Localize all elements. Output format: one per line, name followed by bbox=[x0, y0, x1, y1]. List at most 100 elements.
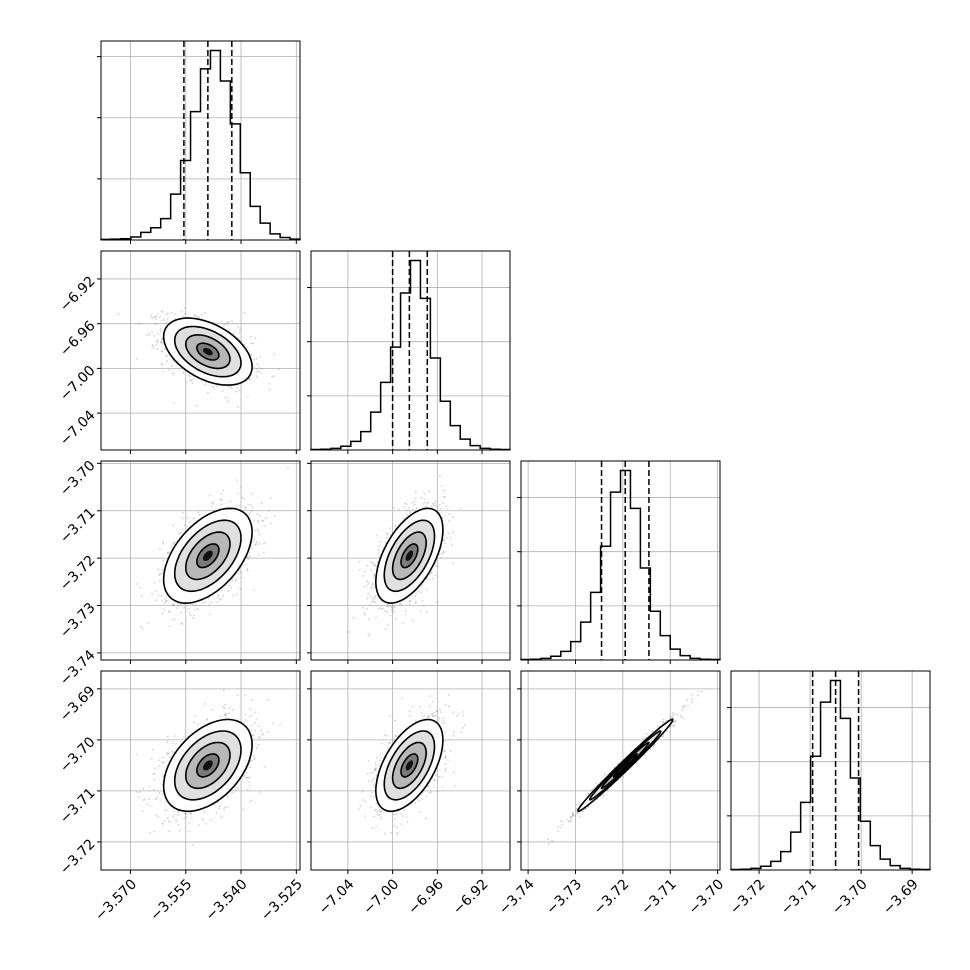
scatter-point bbox=[252, 342, 254, 344]
scatter-point bbox=[192, 382, 194, 384]
scatter-point bbox=[257, 520, 259, 522]
scatter-point bbox=[358, 561, 360, 563]
scatter-point bbox=[443, 551, 445, 553]
scatter-point bbox=[272, 723, 274, 725]
scatter-point bbox=[446, 537, 448, 539]
scatter-point bbox=[430, 505, 432, 507]
scatter-point bbox=[261, 520, 263, 522]
scatter-point bbox=[186, 517, 188, 519]
scatter-point bbox=[437, 566, 439, 568]
scatter-point bbox=[167, 552, 169, 554]
scatter-point bbox=[258, 554, 260, 556]
scatter-point bbox=[232, 595, 234, 597]
scatter-point bbox=[385, 542, 387, 544]
scatter-point bbox=[251, 548, 253, 550]
scatter-point bbox=[367, 593, 369, 595]
scatter-point bbox=[428, 490, 430, 492]
scatter-point bbox=[189, 379, 191, 381]
scatter-point bbox=[159, 580, 161, 582]
scatter-point bbox=[166, 754, 168, 756]
scatter-point bbox=[173, 402, 175, 404]
scatter-point bbox=[180, 612, 182, 614]
scatter-point bbox=[204, 703, 206, 705]
scatter-point bbox=[366, 581, 368, 583]
scatter-point bbox=[235, 505, 237, 507]
scatter-point bbox=[426, 611, 428, 613]
scatter-point bbox=[161, 351, 163, 353]
scatter-point bbox=[253, 538, 255, 540]
scatter-point bbox=[156, 599, 158, 601]
scatter-point bbox=[406, 503, 408, 505]
scatter-point bbox=[254, 529, 256, 531]
scatter-point bbox=[204, 312, 206, 314]
scatter-point bbox=[421, 585, 423, 587]
scatter-point bbox=[168, 551, 170, 553]
scatter-point bbox=[443, 496, 445, 498]
scatter-point bbox=[184, 524, 186, 526]
scatter-point bbox=[167, 318, 169, 320]
scatter-point bbox=[258, 543, 260, 545]
scatter-point bbox=[235, 580, 237, 582]
scatter-point bbox=[386, 537, 388, 539]
scatter-point bbox=[230, 587, 232, 589]
scatter-point bbox=[160, 328, 162, 330]
scatter-point bbox=[164, 602, 166, 604]
scatter-point bbox=[209, 613, 211, 615]
scatter-point bbox=[389, 527, 391, 529]
scatter-point bbox=[271, 523, 273, 525]
scatter-point bbox=[444, 542, 446, 544]
scatter-point bbox=[432, 503, 434, 505]
scatter-point bbox=[374, 601, 376, 603]
scatter-point bbox=[249, 767, 251, 769]
scatter-point bbox=[253, 759, 255, 761]
scatter-point bbox=[256, 368, 258, 370]
scatter-point bbox=[221, 590, 223, 592]
scatter-point bbox=[166, 596, 168, 598]
scatter-point bbox=[436, 601, 438, 603]
scatter-point bbox=[222, 390, 224, 392]
scatter-point bbox=[193, 518, 195, 520]
scatter-point bbox=[414, 504, 416, 506]
scatter-point bbox=[235, 391, 237, 393]
scatter-point bbox=[452, 562, 454, 564]
scatter-point bbox=[180, 604, 182, 606]
scatter-point bbox=[166, 321, 168, 323]
scatter-point bbox=[364, 571, 366, 573]
scatter-point bbox=[173, 810, 175, 812]
scatter-point bbox=[191, 604, 193, 606]
scatter-point bbox=[370, 588, 372, 590]
scatter-point bbox=[393, 605, 395, 607]
scatter-point bbox=[368, 618, 370, 620]
scatter-point bbox=[258, 371, 260, 373]
scatter-point bbox=[443, 490, 445, 492]
scatter-point bbox=[168, 626, 170, 628]
scatter-point bbox=[165, 356, 167, 358]
scatter-point bbox=[163, 609, 165, 611]
scatter-point bbox=[188, 822, 190, 824]
scatter-point bbox=[371, 569, 373, 571]
scatter-point bbox=[423, 498, 425, 500]
scatter-point bbox=[260, 372, 262, 374]
scatter-point bbox=[369, 595, 371, 597]
scatter-point bbox=[163, 565, 165, 567]
scatter-point bbox=[183, 607, 185, 609]
scatter-point bbox=[159, 330, 161, 332]
scatter-point bbox=[167, 312, 169, 314]
scatter-point bbox=[274, 515, 276, 517]
scatter-point bbox=[157, 595, 159, 597]
scatter-point bbox=[258, 366, 260, 368]
scatter-point bbox=[440, 508, 442, 510]
scatter-point bbox=[369, 635, 371, 637]
scatter-point bbox=[387, 533, 389, 535]
scatter-point bbox=[253, 359, 255, 361]
scatter-point bbox=[435, 565, 437, 567]
scatter-point bbox=[238, 332, 240, 334]
scatter-point bbox=[156, 796, 158, 798]
scatter-point bbox=[178, 532, 180, 534]
scatter-point bbox=[157, 342, 159, 344]
scatter-point bbox=[201, 314, 203, 316]
scatter-point bbox=[406, 510, 408, 512]
scatter-point bbox=[159, 548, 161, 550]
scatter-point bbox=[155, 323, 157, 325]
scatter-point bbox=[257, 377, 259, 379]
